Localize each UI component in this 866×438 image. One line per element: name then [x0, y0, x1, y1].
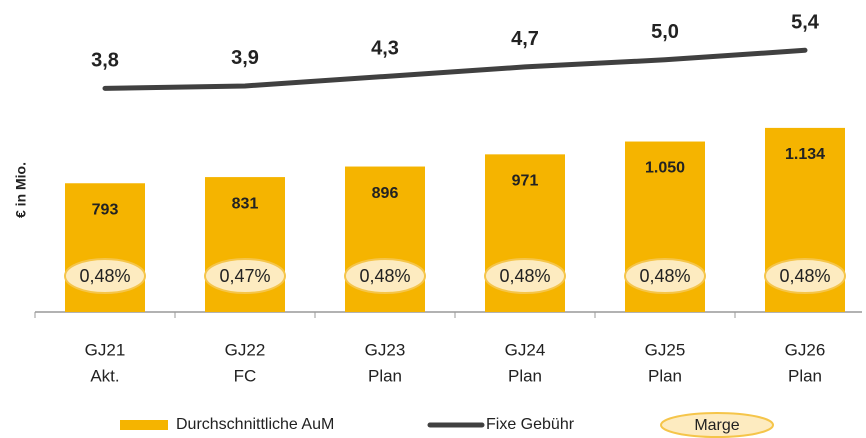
- margin-label: 0,48%: [499, 266, 550, 286]
- margin-label: 0,48%: [779, 266, 830, 286]
- x-tick-label: GJ26: [785, 340, 826, 359]
- legend-label: Durchschnittliche AuM: [176, 416, 334, 433]
- bar-value-label: 1.050: [645, 160, 685, 177]
- legend-label: Marge: [694, 417, 739, 434]
- x-tick-label: Plan: [648, 366, 682, 385]
- margin-badge: [204, 258, 286, 294]
- margin-badge: [344, 258, 426, 294]
- x-tick-label: Plan: [508, 366, 542, 385]
- line-value-label: 4,3: [371, 38, 399, 60]
- x-tick-label: Plan: [788, 366, 822, 385]
- line: [102, 47, 808, 91]
- margin-badge: [484, 258, 566, 294]
- line-value-label: 5,0: [651, 21, 679, 43]
- x-tick-label: GJ21: [85, 340, 126, 359]
- bar-value-label: 793: [92, 201, 119, 218]
- x-tick-label: FC: [234, 366, 257, 385]
- x-tick-label: Akt.: [90, 366, 119, 385]
- legend-swatch: [120, 420, 168, 430]
- margin-label: 0,48%: [359, 266, 410, 286]
- line-value-label: 4,7: [511, 28, 539, 50]
- legend-label: Fixe Gebühr: [486, 416, 575, 433]
- x-tick-label: Plan: [368, 366, 402, 385]
- x-tick-label: GJ22: [225, 340, 266, 359]
- y-axis-label: € in Mio.: [13, 162, 29, 218]
- bar-value-label: 831: [232, 195, 259, 212]
- x-tick-label: GJ24: [505, 340, 546, 359]
- margin-label: 0,48%: [639, 266, 690, 286]
- x-tick-label: GJ23: [365, 340, 406, 359]
- margin-badge: [764, 258, 846, 294]
- line-value-label: 3,9: [231, 47, 259, 69]
- line-value-label: 3,8: [91, 50, 119, 72]
- margin-label: 0,48%: [79, 266, 130, 286]
- margin-label: 0,47%: [219, 266, 270, 286]
- line-value-label: 5,4: [791, 12, 820, 34]
- bar-value-label: 896: [372, 185, 399, 202]
- margin-badge: [624, 258, 706, 294]
- legend-swatch: [660, 412, 774, 438]
- x-tick-label: GJ25: [645, 340, 686, 359]
- bar-value-label: 1.134: [785, 146, 825, 163]
- margin-badge: [64, 258, 146, 294]
- bar-value-label: 971: [512, 173, 539, 190]
